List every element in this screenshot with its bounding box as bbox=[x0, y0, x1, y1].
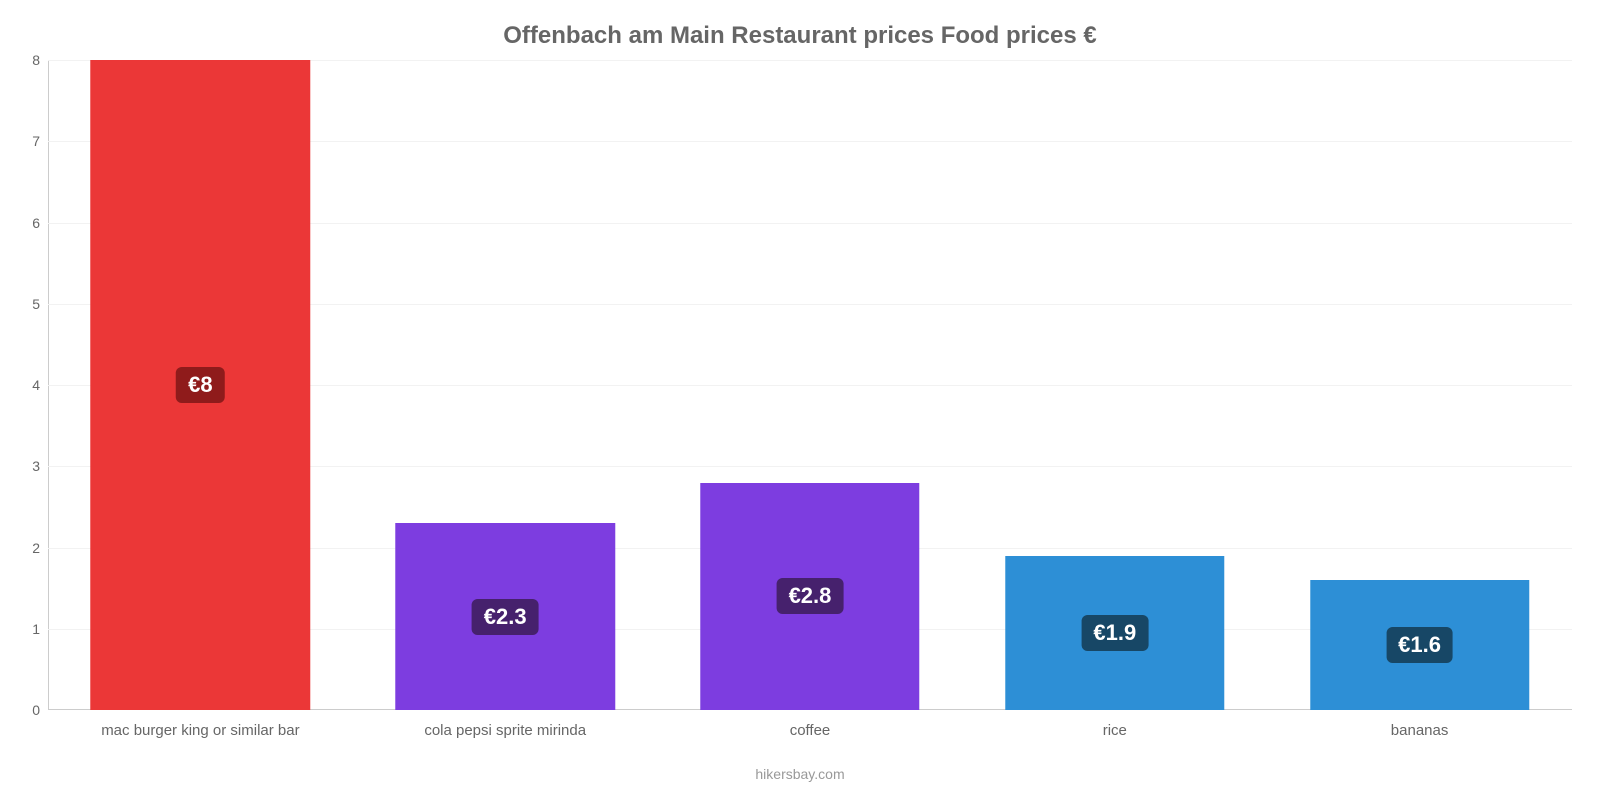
chart-title: Offenbach am Main Restaurant prices Food… bbox=[0, 22, 1600, 50]
x-tick-label: bananas bbox=[1391, 722, 1449, 739]
value-badge: €1.9 bbox=[1081, 615, 1148, 651]
y-tick-label: 5 bbox=[32, 296, 40, 312]
value-badge: €8 bbox=[176, 367, 224, 403]
bars-row: €8mac burger king or similar bar€2.3cola… bbox=[48, 60, 1572, 710]
y-tick-label: 4 bbox=[32, 377, 40, 393]
value-badge: €1.6 bbox=[1386, 627, 1453, 663]
value-badge: €2.8 bbox=[777, 578, 844, 614]
footer-credit: hikersbay.com bbox=[0, 766, 1600, 782]
y-tick-label: 6 bbox=[32, 215, 40, 231]
y-tick-label: 1 bbox=[32, 621, 40, 637]
y-tick-label: 3 bbox=[32, 458, 40, 474]
y-tick-label: 7 bbox=[32, 133, 40, 149]
price-chart: Offenbach am Main Restaurant prices Food… bbox=[0, 0, 1600, 800]
bar-slot: €2.8coffee bbox=[658, 60, 963, 710]
bar-slot: €1.6bananas bbox=[1267, 60, 1572, 710]
x-tick-label: cola pepsi sprite mirinda bbox=[424, 722, 586, 739]
x-tick-label: rice bbox=[1103, 722, 1127, 739]
plot-area: 012345678 €8mac burger king or similar b… bbox=[48, 60, 1572, 710]
x-tick-label: coffee bbox=[790, 722, 831, 739]
bar-slot: €1.9rice bbox=[962, 60, 1267, 710]
y-tick-label: 2 bbox=[32, 540, 40, 556]
bar-slot: €2.3cola pepsi sprite mirinda bbox=[353, 60, 658, 710]
y-tick-label: 8 bbox=[32, 52, 40, 68]
bar-slot: €8mac burger king or similar bar bbox=[48, 60, 353, 710]
y-tick-label: 0 bbox=[32, 702, 40, 718]
x-tick-label: mac burger king or similar bar bbox=[101, 722, 299, 739]
value-badge: €2.3 bbox=[472, 599, 539, 635]
